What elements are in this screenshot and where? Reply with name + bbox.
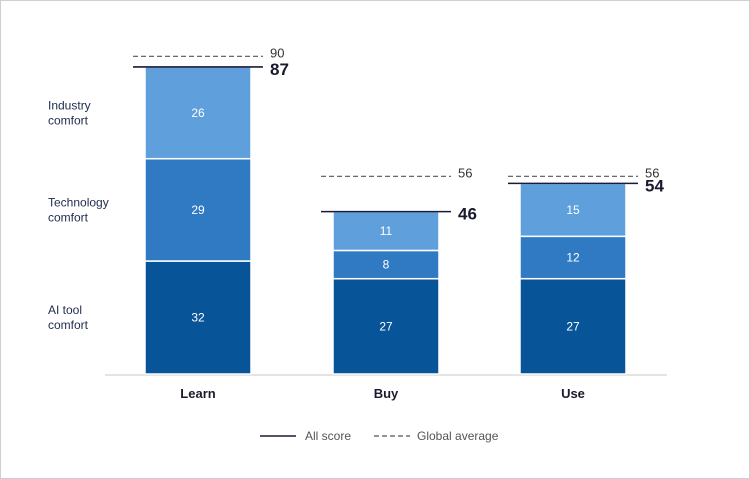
- bar-segment-learn-1: [144, 260, 252, 375]
- side-label-2-line-1: Technology: [48, 195, 109, 209]
- data-label-learn-2: 29: [191, 203, 205, 217]
- side-label-3-line-1: AI tool: [48, 303, 82, 317]
- side-label-3-line-2: comfort: [48, 318, 89, 332]
- average-label-buy: 56: [458, 165, 472, 180]
- bar-segment-buy-3: [332, 210, 440, 252]
- side-label-1-line-2: comfort: [48, 113, 89, 127]
- data-label-buy-2: 8: [383, 258, 390, 272]
- side-label-1-line-1: Industry: [48, 98, 91, 112]
- average-label-learn: 90: [270, 45, 284, 60]
- bar-segment-buy-2: [332, 249, 440, 280]
- data-label-use-2: 12: [566, 251, 580, 265]
- total-label-buy: 46: [458, 205, 477, 224]
- legend-all-score-label: All score: [305, 429, 351, 443]
- data-label-use-1: 27: [566, 319, 580, 333]
- category-label-buy: Buy: [374, 386, 399, 401]
- category-label-learn: Learn: [180, 386, 215, 401]
- side-label-2-line-2: comfort: [48, 210, 89, 224]
- legend-global-average-label: Global average: [417, 429, 499, 443]
- data-label-learn-3: 26: [191, 106, 205, 120]
- data-label-buy-3: 11: [380, 224, 393, 238]
- bar-segment-buy-1: [332, 277, 440, 375]
- category-label-use: Use: [561, 386, 585, 401]
- total-label-use: 54: [645, 176, 664, 195]
- bar-segment-learn-2: [144, 157, 252, 262]
- data-label-use-3: 15: [566, 203, 580, 217]
- total-label-learn: 87: [270, 60, 289, 79]
- data-label-learn-1: 32: [191, 311, 205, 325]
- bar-segment-use-2: [519, 235, 627, 280]
- bar-segment-use-3: [519, 182, 627, 238]
- average-label-use: 56: [645, 165, 659, 180]
- data-label-buy-1: 27: [379, 319, 393, 333]
- bar-segment-use-1: [519, 277, 627, 375]
